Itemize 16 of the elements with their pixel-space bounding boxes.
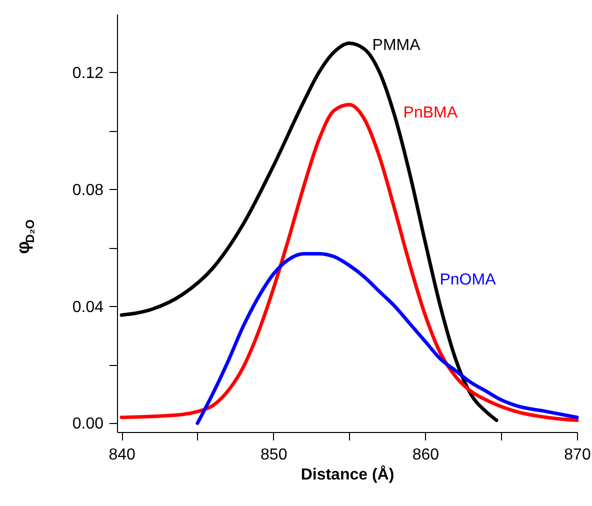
x-tick-label: 840 <box>108 446 136 464</box>
text: PnBMA <box>403 104 458 122</box>
series-label: PMMA <box>372 37 421 54</box>
x-axis-title: Distance (Å) <box>300 464 394 484</box>
text: 0.00 <box>72 416 104 433</box>
y-axis-title: φD₂O <box>13 219 37 254</box>
y-tick-label: 0.12 <box>72 64 104 82</box>
line-series <box>120 41 498 422</box>
x-tick-label: 870 <box>564 446 591 464</box>
text: PnOMA <box>440 272 496 289</box>
x-tick-label: 850 <box>260 446 288 464</box>
line-series <box>196 252 579 425</box>
y-tick-label: 0.08 <box>72 182 104 199</box>
x-tick-label: 860 <box>412 446 440 464</box>
y-tick-label: 0.04 <box>72 298 104 316</box>
line-series <box>120 102 579 422</box>
